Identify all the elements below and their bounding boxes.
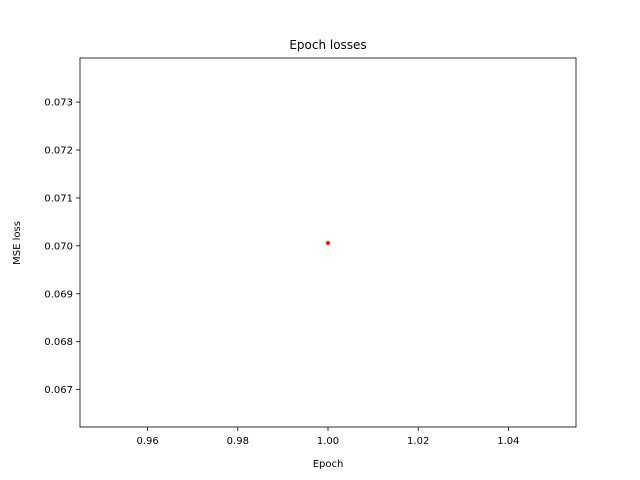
y-axis: 0.067 0.068 0.069 0.070 0.071 0.072 0.073	[44, 98, 80, 396]
x-axis-label: Epoch	[313, 459, 344, 470]
x-tick-label: 0.96	[137, 436, 159, 447]
x-tick-label: 1.00	[317, 436, 339, 447]
y-tick-label: 0.067	[44, 385, 73, 396]
y-tick-label: 0.068	[44, 337, 73, 348]
x-tick-label: 0.98	[227, 436, 249, 447]
chart-title: Epoch losses	[289, 38, 366, 52]
plot-frame	[79, 57, 577, 428]
data-point	[326, 240, 330, 245]
data-points	[326, 240, 330, 245]
y-tick-label: 0.069	[44, 289, 73, 300]
y-tick-label: 0.071	[44, 193, 73, 204]
x-tick-label: 1.04	[497, 436, 519, 447]
y-tick-label: 0.073	[44, 98, 73, 109]
y-tick-label: 0.072	[44, 146, 73, 157]
x-tick-label: 1.02	[407, 436, 429, 447]
x-axis: 0.96 0.98 1.00 1.02 1.04	[137, 427, 519, 447]
y-tick-label: 0.070	[44, 241, 73, 252]
y-axis-label: MSE loss	[12, 221, 23, 265]
